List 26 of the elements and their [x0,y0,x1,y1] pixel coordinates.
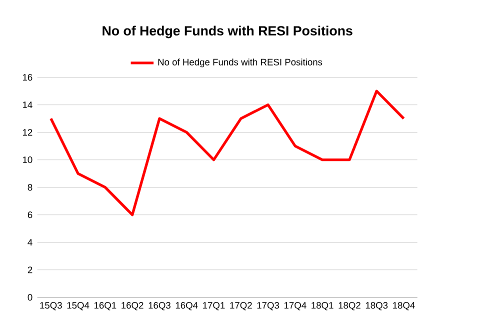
line-series [50,90,406,216]
x-tick-label: 16Q3 [148,302,170,310]
y-tick-label: 2 [28,266,32,274]
x-tick-label: 16Q2 [122,302,144,310]
x-tick-label: 15Q3 [40,302,62,310]
x-tick-label: 18Q4 [393,302,415,310]
y-tick-label: 6 [28,212,32,218]
y-tick-label: 4 [28,239,32,246]
x-tick-label: 17Q1 [203,302,225,310]
x-tick-label: 17Q4 [284,302,306,310]
chart-title: No of Hedge Funds with RESI Positions [102,26,352,38]
x-tick-label: 18Q1 [312,302,334,310]
legend-label: No of Hedge Funds with RESI Positions [158,58,322,68]
x-tick-label: 17Q3 [257,302,280,310]
x-tick-label: 16Q1 [94,302,116,310]
y-tick-label: 8 [28,184,32,191]
y-tick-label: 12 [22,129,32,136]
x-tick-label: 17Q2 [230,302,252,310]
y-tick-label: 14 [22,102,32,108]
y-tick-label: 10 [22,156,32,164]
x-tick-label: 16Q4 [176,302,198,310]
y-tick-label: 0 [28,294,32,301]
x-tick-label: 15Q4 [67,302,90,310]
x-tick-label: 18Q3 [366,302,388,310]
x-tick-label: 18Q2 [338,302,360,310]
y-tick-label: 16 [22,74,32,81]
